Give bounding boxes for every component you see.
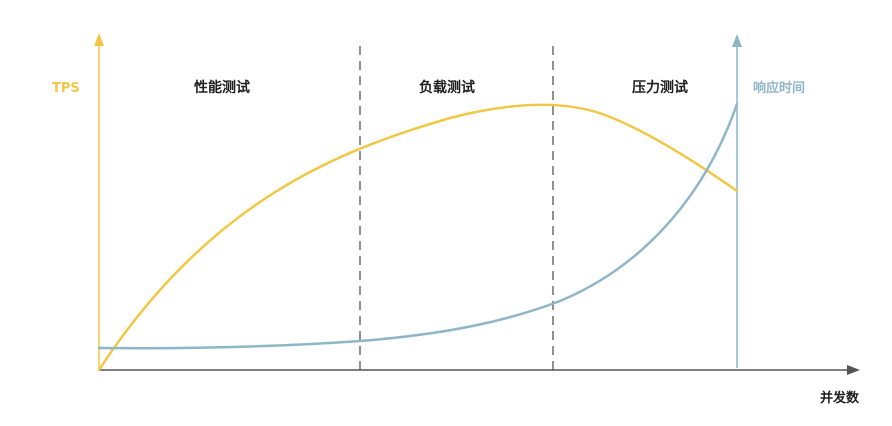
response-time-axis-label: 响应时间 — [753, 80, 805, 96]
tps-curve — [97, 103, 739, 372]
response-time-curve — [97, 102, 739, 350]
phase-label-stress: 压力测试 — [632, 79, 688, 96]
concurrency-axis-arrow — [847, 365, 860, 375]
response-time-axis-arrow — [732, 34, 742, 47]
phase-label-performance: 性能测试 — [194, 79, 250, 96]
concurrency-axis-label: 并发数 — [820, 390, 860, 406]
phase-label-load: 负载测试 — [419, 79, 475, 96]
tps-axis-label: TPS — [52, 81, 80, 96]
tps-axis-arrow — [94, 33, 104, 46]
